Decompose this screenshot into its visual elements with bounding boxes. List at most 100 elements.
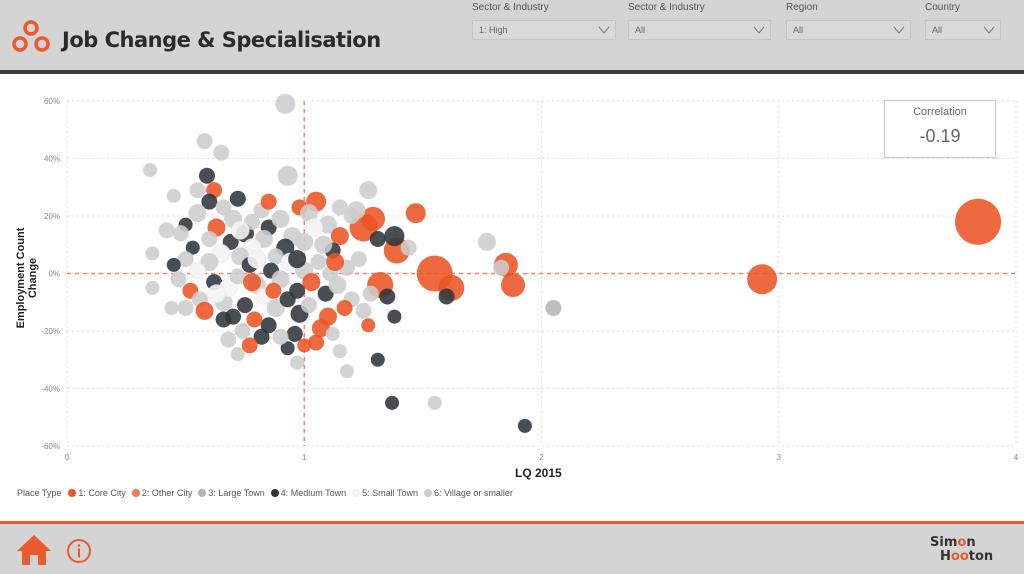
data-point <box>201 231 218 247</box>
data-point <box>359 181 378 200</box>
x-axis-title: LQ 2015 <box>515 466 562 480</box>
legend-label: 2: Other City <box>141 488 193 498</box>
y-tick-label: -60% <box>41 442 60 451</box>
data-point <box>234 323 251 339</box>
x-tick-label: 0 <box>65 453 70 462</box>
data-point <box>195 301 214 320</box>
footer-divider <box>0 521 1024 524</box>
legend-item[interactable]: 3: Large Town <box>198 488 265 498</box>
data-point <box>215 311 232 328</box>
data-point <box>222 233 239 250</box>
data-point <box>311 319 330 338</box>
data-point <box>310 254 327 270</box>
data-point <box>275 93 296 114</box>
logo-icon <box>12 20 50 52</box>
data-point <box>339 364 354 379</box>
legend-title: Place Type <box>17 488 62 498</box>
data-point <box>493 259 510 276</box>
data-point <box>177 300 194 316</box>
data-point <box>300 297 317 314</box>
sector-industry-dropdown-2[interactable]: All <box>628 20 771 40</box>
data-point <box>370 352 385 367</box>
data-point <box>545 300 562 316</box>
data-point <box>343 208 360 224</box>
correlation-label: Correlation <box>913 106 967 118</box>
data-point <box>304 218 323 237</box>
data-point <box>213 144 230 161</box>
footer: Simon Hooton <box>0 524 1024 574</box>
data-point <box>280 341 295 356</box>
y-tick-label: 40% <box>44 155 60 164</box>
data-point <box>427 395 442 410</box>
data-point <box>207 284 226 303</box>
scatter-chart[interactable]: 60% 40% 20% 0% -20% -40% -60% 0 1 2 3 4 <box>0 74 1024 520</box>
slicer-label: Region <box>786 2 818 13</box>
legend-label: 4: Medium Town <box>280 488 347 498</box>
header: Job Change & Specialisation Sector & Ind… <box>0 0 1024 70</box>
y-tick-label: 0% <box>48 270 60 279</box>
slicer-region: Region All <box>786 2 911 40</box>
home-icon[interactable] <box>16 534 52 566</box>
legend-label: 6: Village or smaller <box>434 488 513 498</box>
data-point <box>384 226 405 247</box>
legend-marker-icon <box>198 489 207 497</box>
data-point <box>230 347 245 361</box>
x-tick-label: 2 <box>539 453 544 462</box>
dropdown-value: All <box>635 25 646 35</box>
legend-marker-icon <box>352 489 361 497</box>
data-point <box>355 302 372 319</box>
data-point <box>286 325 303 342</box>
y-tick-label: 20% <box>44 212 60 221</box>
data-point <box>336 300 353 316</box>
region-dropdown[interactable]: All <box>786 20 911 40</box>
data-point <box>438 288 455 305</box>
data-point <box>177 251 194 268</box>
legend-item[interactable]: 1: Core City <box>68 488 126 498</box>
chevron-down-icon <box>598 26 610 34</box>
data-point <box>198 167 215 184</box>
data-point <box>332 344 347 359</box>
correlation-card: Correlation -0.19 <box>884 100 996 158</box>
data-point <box>170 271 187 288</box>
legend-label: 1: Core City <box>78 488 126 498</box>
data-point <box>253 328 270 345</box>
data-point <box>325 326 340 341</box>
data-point <box>267 248 284 265</box>
page-title: Job Change & Specialisation <box>62 28 381 52</box>
data-point <box>143 163 158 177</box>
data-point <box>362 285 379 302</box>
legend-item[interactable]: 2: Other City <box>131 488 193 498</box>
info-icon[interactable] <box>66 538 92 564</box>
data-point <box>158 222 175 239</box>
legend-item[interactable]: 5: Small Town <box>352 488 418 498</box>
data-point <box>326 253 345 271</box>
country-dropdown[interactable]: All <box>925 20 1001 40</box>
data-point <box>279 291 296 308</box>
data-point <box>185 240 200 255</box>
slicer-sector-industry-2: Sector & Industry All <box>628 2 771 40</box>
legend-marker-icon <box>270 489 279 497</box>
legend-item[interactable]: 4: Medium Town <box>270 488 347 498</box>
data-point <box>145 246 160 261</box>
data-point <box>189 262 206 279</box>
data-point <box>299 204 318 223</box>
data-point <box>200 253 219 271</box>
data-point <box>379 288 396 305</box>
data-point <box>405 203 426 224</box>
legend-item[interactable]: 6: Village or smaller <box>424 488 513 498</box>
sector-industry-dropdown-1[interactable]: 1: High <box>472 20 616 40</box>
data-point <box>260 193 277 210</box>
data-point <box>318 215 337 234</box>
data-point <box>243 273 262 292</box>
slicer-label: Sector & Industry <box>628 2 705 13</box>
legend-marker-icon <box>424 489 433 497</box>
x-tick-label: 1 <box>302 453 307 462</box>
legend-marker-icon <box>68 489 77 497</box>
data-point <box>328 276 347 294</box>
slicer-country: Country All <box>925 2 1001 40</box>
data-point <box>331 199 348 216</box>
data-point <box>166 188 181 203</box>
data-point <box>387 309 402 324</box>
data-point <box>369 231 386 247</box>
chevron-down-icon <box>983 26 995 34</box>
